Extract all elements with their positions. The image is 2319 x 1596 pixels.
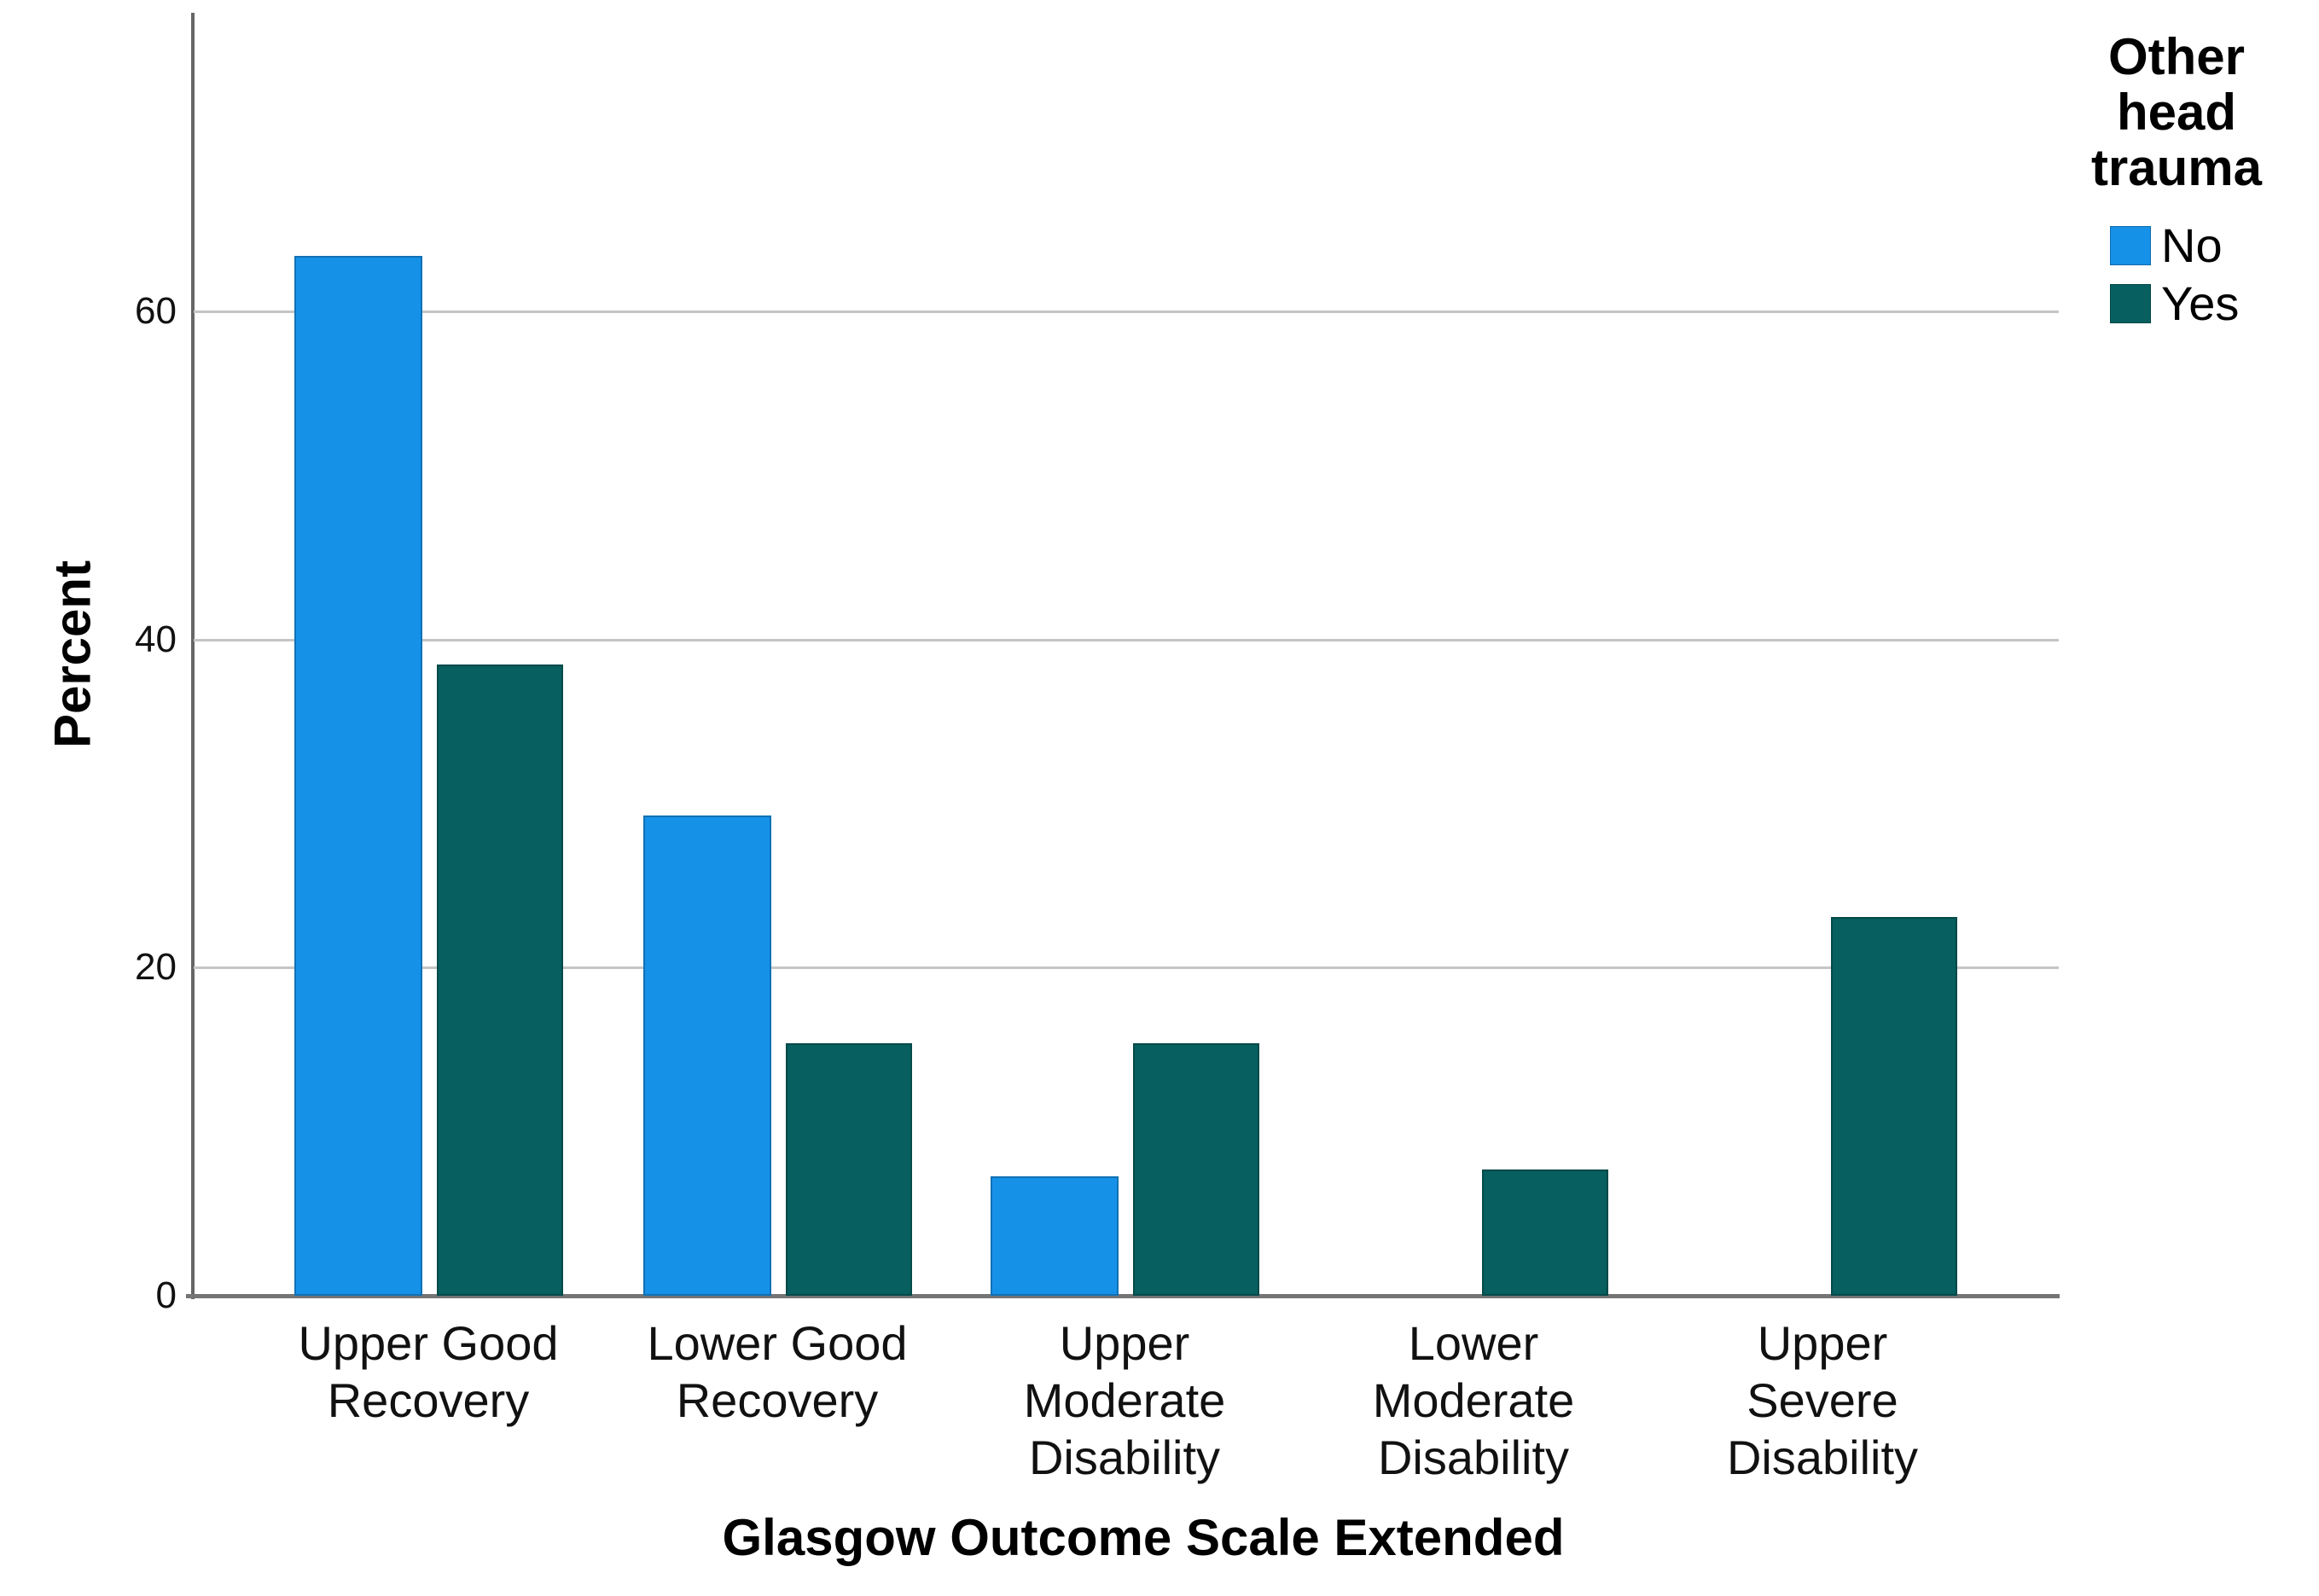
x-tick-label-3: Lower Moderate Disability	[1372, 1316, 1575, 1484]
legend-swatch-no	[2110, 226, 2151, 265]
bar-yes-2	[1133, 1043, 1259, 1296]
bar-no-0	[294, 256, 422, 1296]
bar-yes-3	[1482, 1169, 1608, 1296]
y-tick-20: 20	[135, 946, 177, 989]
y-axis-line	[191, 13, 195, 1299]
x-axis-line	[186, 1294, 2060, 1298]
gridline-40	[194, 638, 2059, 641]
gridline-60	[194, 310, 2059, 314]
bar-no-2	[991, 1176, 1119, 1296]
legend-item-yes: Yes	[2043, 279, 2310, 328]
legend: Other head trauma No Yes	[2043, 29, 2310, 337]
y-tick-0: 0	[155, 1274, 177, 1316]
x-tick-label-2: Upper Moderate Disability	[1023, 1316, 1226, 1484]
x-axis-title: Glasgow Outcome Scale Extended	[722, 1509, 1565, 1566]
x-tick-label-0: Upper Good Recovery	[298, 1316, 559, 1427]
y-tick-60: 60	[135, 290, 177, 333]
bar-yes-1	[786, 1043, 912, 1296]
legend-swatch-yes	[2110, 284, 2151, 323]
legend-item-no: No	[2043, 221, 2310, 270]
x-tick-label-4: Upper Severe Disability	[1726, 1316, 1919, 1484]
gridline-20	[194, 966, 2059, 970]
bar-yes-4	[1831, 917, 1957, 1296]
y-tick-40: 40	[135, 618, 177, 660]
legend-label-yes: Yes	[2161, 276, 2240, 330]
legend-items: No Yes	[2043, 221, 2310, 328]
bar-yes-0	[437, 665, 563, 1296]
legend-label-no: No	[2161, 218, 2223, 272]
legend-title: Other head trauma	[2090, 28, 2263, 196]
bar-no-1	[643, 815, 771, 1296]
plot-area	[194, 13, 2059, 1296]
x-tick-label-1: Lower Good Recovery	[647, 1316, 908, 1427]
